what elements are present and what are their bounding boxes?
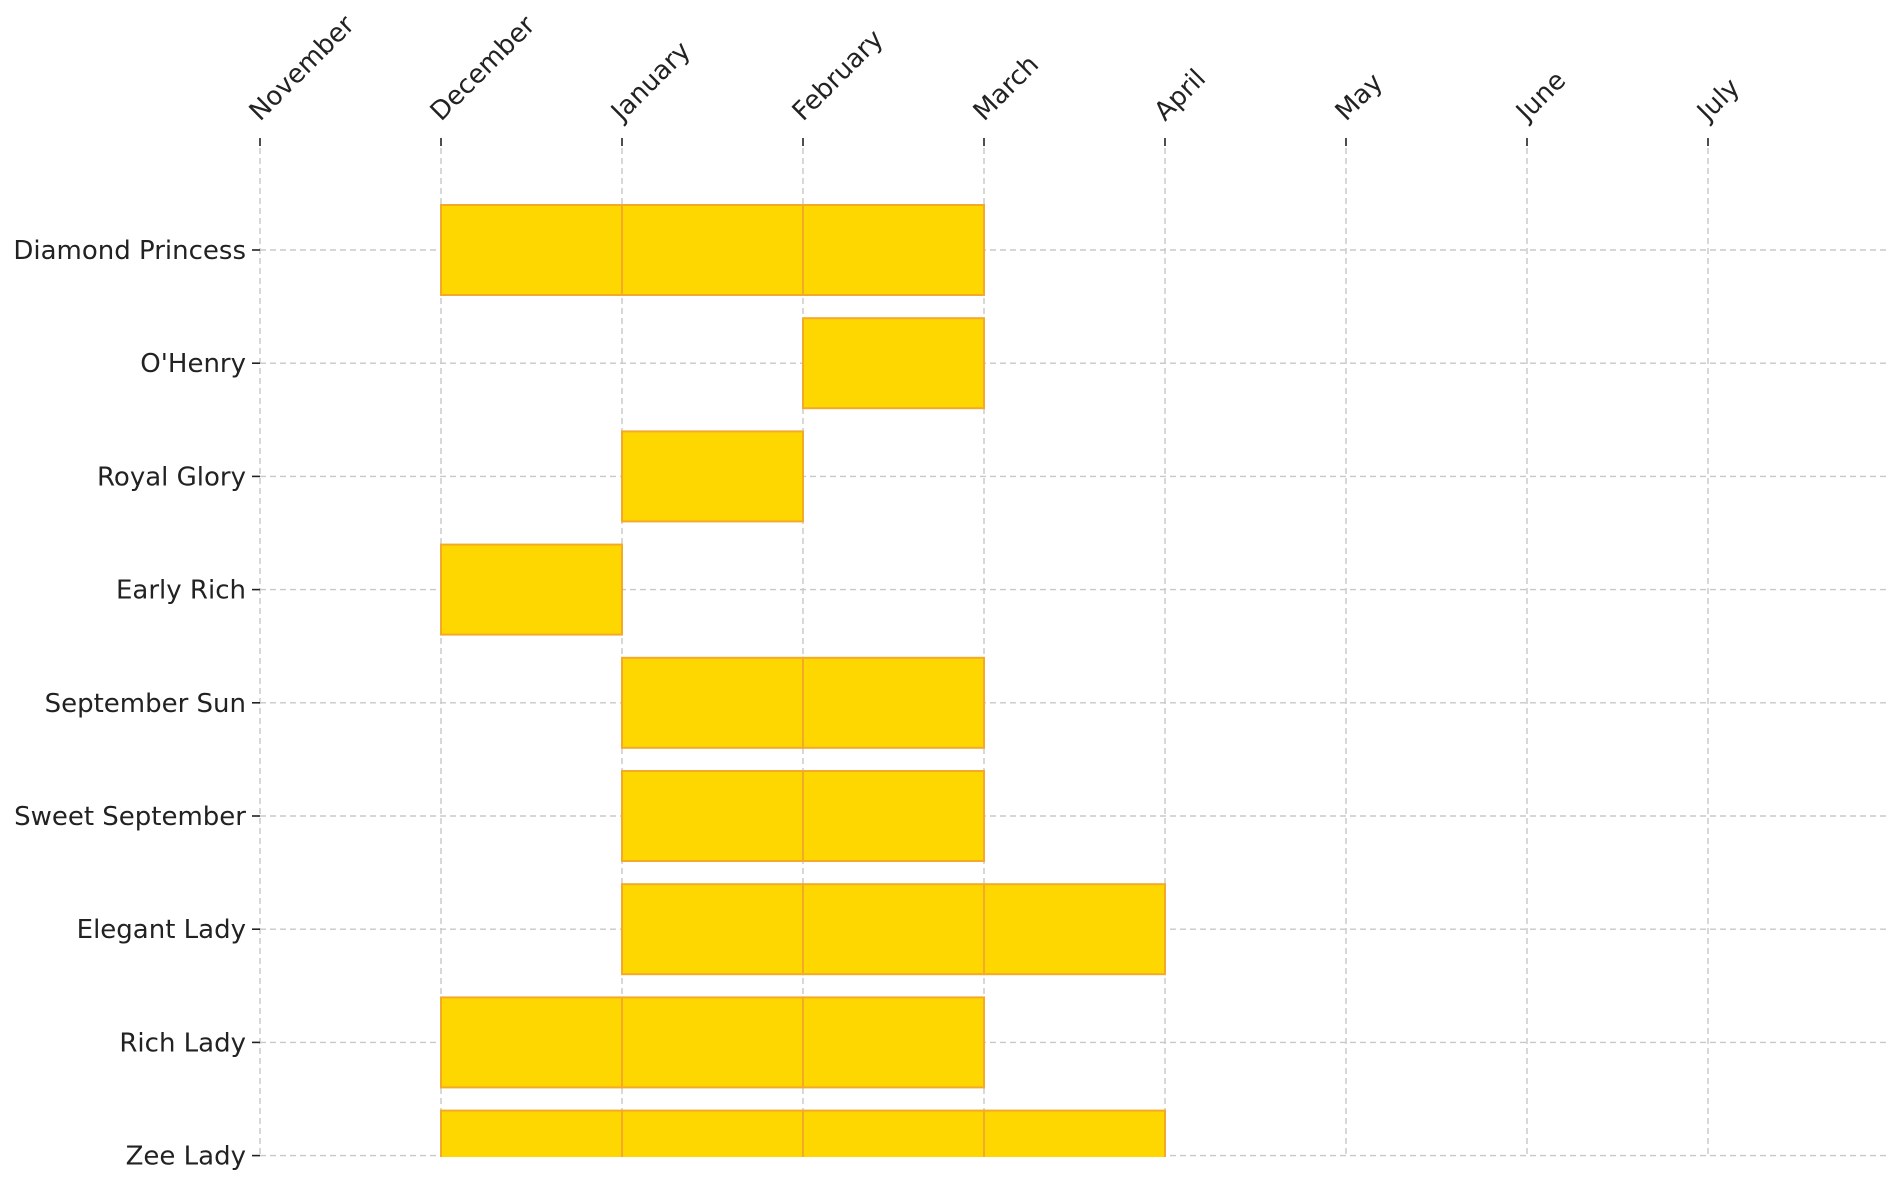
bar-sweet-september-january — [621, 770, 804, 862]
y-tick-label-o-henry: O'Henry — [140, 349, 246, 379]
bar-diamond-princess-december — [440, 204, 623, 296]
bar-elegant-lady-january — [621, 883, 804, 976]
y-tick-label-rich-lady: Rich Lady — [119, 1028, 246, 1058]
y-tick-label-zee-lady: Zee Lady — [126, 1142, 246, 1172]
bar-layer — [440, 204, 1166, 1157]
bar-september-sun-february — [802, 656, 985, 749]
x-tick-label-march: March — [968, 50, 1045, 127]
bar-diamond-princess-february — [802, 204, 985, 296]
bar-rich-lady-january — [621, 996, 804, 1089]
x-tick-label-april: April — [1149, 64, 1212, 127]
y-tick-label-elegant-lady: Elegant Lady — [77, 915, 246, 945]
y-tick-label-diamond-princess: Diamond Princess — [13, 236, 246, 266]
bar-early-rich-december — [440, 543, 623, 636]
bar-september-sun-january — [621, 656, 804, 749]
y-tick-label-early-rich: Early Rich — [116, 576, 246, 606]
bar-rich-lady-february — [802, 996, 985, 1089]
bar-rich-lady-december — [440, 996, 623, 1089]
x-tick-label-december: December — [425, 10, 542, 127]
x-tick-label-june: June — [1509, 66, 1572, 129]
x-tick-label-february: February — [787, 24, 890, 127]
x-tick-label-november: November — [244, 10, 361, 127]
bar-zee-lady-january — [621, 1109, 804, 1157]
x-tick-label-january: January — [604, 36, 696, 128]
bar-zee-lady-march — [983, 1109, 1166, 1157]
bar-elegant-lady-march — [983, 883, 1166, 976]
bar-o-henry-february — [802, 317, 985, 410]
bar-elegant-lady-february — [802, 883, 985, 976]
x-tick-label-may: May — [1330, 68, 1389, 127]
y-tick-label-royal-glory: Royal Glory — [97, 462, 246, 492]
bar-sweet-september-february — [802, 770, 985, 862]
y-tick-label-september-sun: September Sun — [45, 689, 246, 719]
bar-zee-lady-december — [440, 1109, 623, 1157]
y-tick-label-sweet-september: Sweet September — [14, 802, 246, 832]
bar-royal-glory-january — [621, 430, 804, 523]
x-tick-label-july: July — [1690, 73, 1746, 129]
bar-zee-lady-february — [802, 1109, 985, 1157]
bar-diamond-princess-january — [621, 204, 804, 296]
